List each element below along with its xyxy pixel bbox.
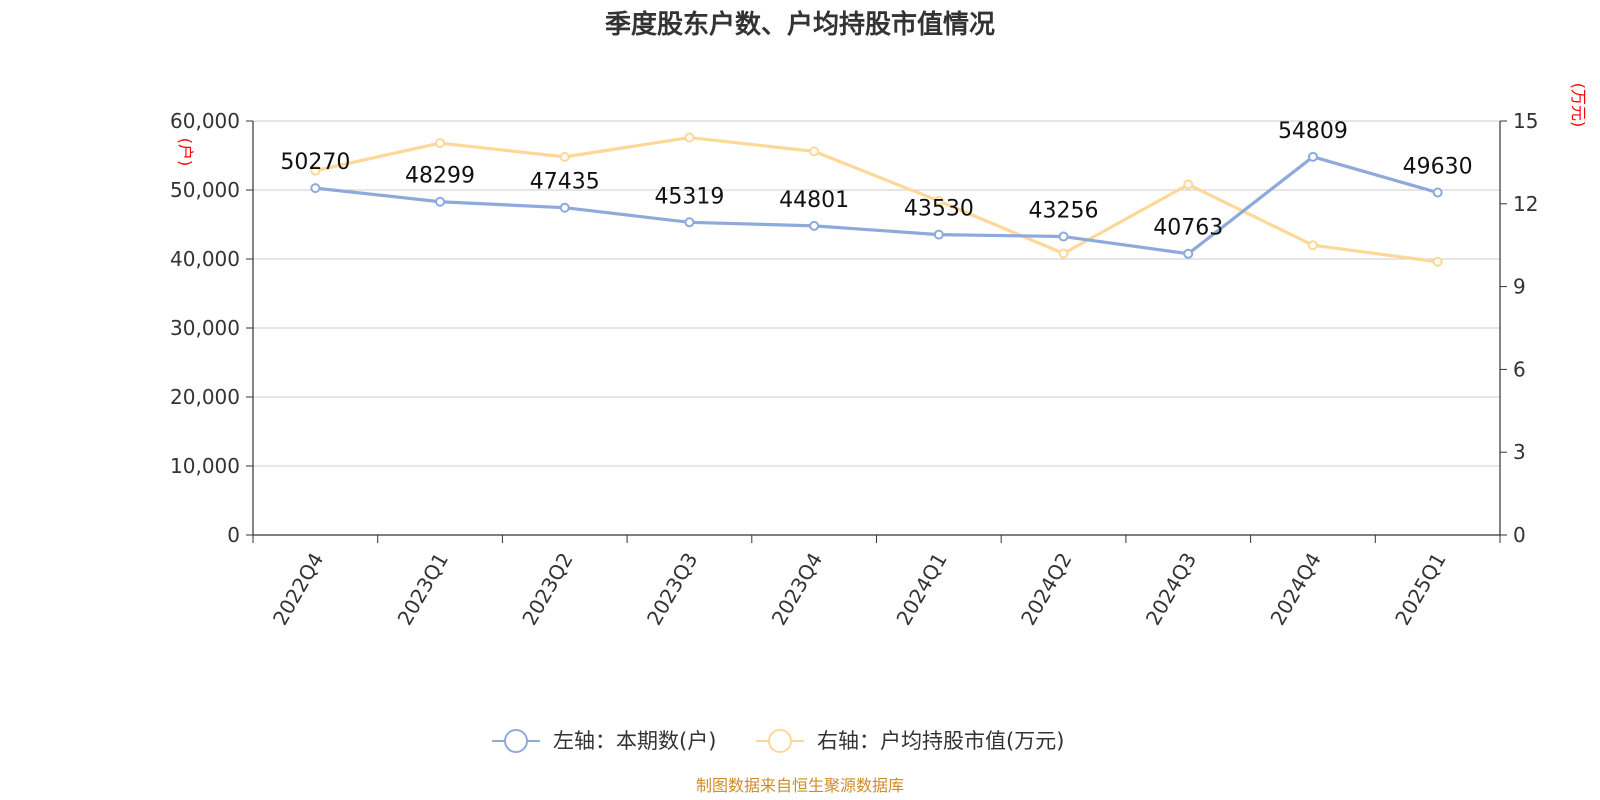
data-label: 45319	[654, 184, 724, 209]
legend-item-left-series[interactable]: 左轴：本期数(户)	[492, 729, 716, 753]
left-series-point[interactable]	[559, 202, 570, 213]
right-axis-tick-label: 15	[1513, 109, 1538, 133]
right-series-line	[315, 135, 1438, 264]
x-axis-tick-label: 2025Q1	[1390, 549, 1450, 630]
right-axis-tick-label: 9	[1513, 275, 1526, 299]
left-axis-tick-label: 20,000	[170, 385, 240, 409]
right-axis-unit: (万元)	[1569, 83, 1588, 128]
right-axis-tick-label: 3	[1513, 440, 1526, 464]
gridlines	[253, 120, 1500, 467]
x-axis-tick-label: 2023Q2	[517, 549, 577, 630]
x-axis-tick-label: 2022Q4	[268, 549, 328, 630]
left-series-point[interactable]	[1307, 151, 1318, 162]
legend-item-right-series[interactable]: 右轴：户均持股市值(万元)	[756, 729, 1064, 753]
data-label: 49630	[1403, 155, 1473, 180]
right-axis-tick-label: 12	[1513, 192, 1538, 216]
right-series-point[interactable]	[310, 165, 321, 176]
series-lines	[310, 132, 1443, 267]
right-series-point[interactable]	[933, 196, 944, 207]
legend-left-series-marker	[504, 729, 528, 753]
right-series-point[interactable]	[684, 132, 695, 143]
right-series-point[interactable]	[1183, 179, 1194, 190]
left-axis-tick-label: 50,000	[170, 178, 240, 202]
data-labels: 50270 48299 47435 45319 44801 43530 43256 40763…	[280, 119, 1472, 241]
left-series-point[interactable]	[435, 196, 446, 207]
x-axis-tick-label: 2024Q3	[1141, 549, 1201, 630]
left-axis-tick-labels: 0 10,000 20,000 30,000 40,000 50,000 60,000	[170, 109, 240, 547]
data-label: 50270	[280, 150, 350, 175]
x-axis-tick-label: 2023Q4	[767, 549, 827, 630]
right-series-point[interactable]	[1307, 240, 1318, 251]
left-axis-tick-label: 60,000	[170, 109, 240, 133]
x-axis-tick-label: 2023Q1	[393, 549, 453, 630]
left-series-point[interactable]	[809, 220, 820, 231]
left-series-point[interactable]	[310, 183, 321, 194]
right-axis-tick-label: 6	[1513, 357, 1526, 381]
data-label: 43530	[904, 197, 974, 222]
x-axis-tick-label: 2024Q1	[891, 549, 951, 630]
left-axis-tick-label: 40,000	[170, 247, 240, 271]
right-axis-tick-label: 0	[1513, 523, 1526, 547]
right-axis-tick-labels: 0 3 6 9 12 15	[1513, 109, 1538, 547]
data-label: 47435	[530, 170, 600, 195]
legend-right-series-label: 右轴：户均持股市值(万元)	[817, 729, 1064, 753]
data-label: 40763	[1153, 216, 1223, 241]
left-axis-tick-label: 10,000	[170, 454, 240, 478]
right-series-point[interactable]	[1432, 256, 1443, 267]
source-note: 制图数据来自恒生聚源数据库	[696, 776, 904, 795]
legend-left-series-label: 左轴：本期数(户)	[553, 729, 716, 753]
x-axis-tick-label: 2024Q2	[1016, 549, 1076, 630]
data-label: 48299	[405, 164, 475, 189]
right-series-point[interactable]	[435, 138, 446, 149]
x-axis-tick-labels: 2022Q4 2023Q1 2023Q2 2023Q3 2023Q4 2024Q1 2024…	[268, 549, 1451, 630]
left-series-point[interactable]	[684, 217, 695, 228]
right-series-point[interactable]	[809, 146, 820, 157]
x-axis-tick-label: 2023Q3	[642, 549, 702, 630]
left-series-point[interactable]	[1058, 231, 1069, 242]
axes	[246, 120, 1507, 543]
left-axis-unit: (户)	[176, 138, 195, 167]
data-label: 43256	[1029, 199, 1099, 224]
data-label: 54809	[1278, 119, 1348, 144]
chart-title: 季度股东户数、户均持股市值情况	[605, 9, 995, 40]
legend[interactable]: 左轴：本期数(户) 右轴：户均持股市值(万元)	[492, 729, 1064, 753]
x-axis-tick-label: 2024Q4	[1265, 549, 1325, 630]
left-axis-tick-label: 30,000	[170, 316, 240, 340]
data-label: 44801	[779, 188, 849, 213]
right-series-point[interactable]	[559, 151, 570, 162]
right-series-point[interactable]	[1058, 248, 1069, 259]
left-axis-tick-label: 0	[227, 523, 240, 547]
legend-right-series-marker	[768, 729, 792, 753]
left-series-point[interactable]	[1432, 187, 1443, 198]
left-series-point[interactable]	[1183, 248, 1194, 259]
left-series-point[interactable]	[933, 229, 944, 240]
left-series-line	[315, 155, 1439, 256]
